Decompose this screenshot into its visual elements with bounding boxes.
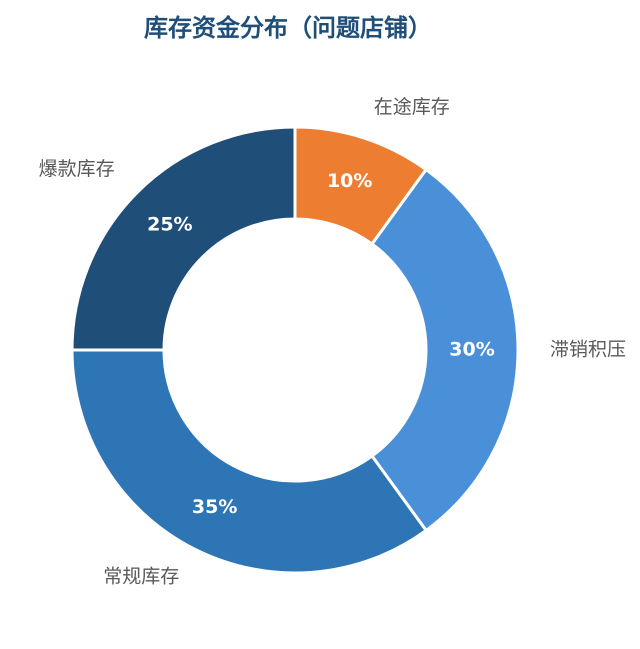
value-label: 35%	[192, 496, 237, 518]
donut-slice	[70, 125, 297, 352]
donut-slice	[369, 167, 520, 533]
value-label: 10%	[327, 170, 372, 192]
category-label: 爆款库存	[39, 158, 115, 180]
category-label: 滞销积压	[550, 339, 626, 361]
donut-slice	[70, 348, 429, 575]
chart-title: 库存资金分布（问题店铺）	[144, 14, 432, 42]
category-label: 常规库存	[103, 566, 179, 588]
value-label: 30%	[449, 339, 494, 361]
category-label: 在途库存	[374, 96, 450, 118]
value-label: 25%	[147, 213, 192, 235]
